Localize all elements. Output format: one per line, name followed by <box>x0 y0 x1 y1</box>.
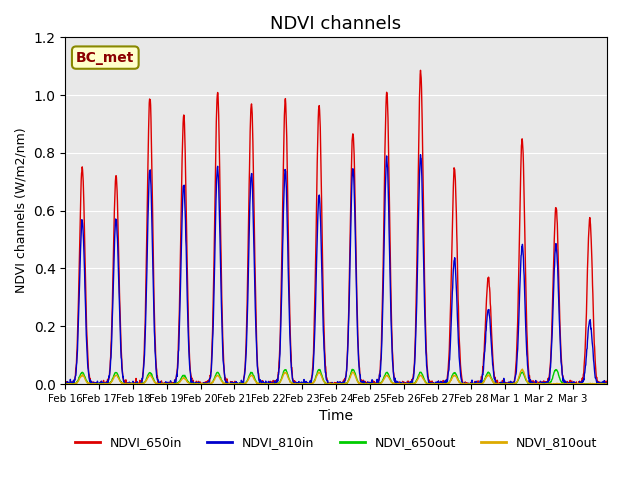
NDVI_650in <box>72 365 79 371</box>
NDVI_810out <box>61 381 69 387</box>
NDVI_810out <box>603 381 611 387</box>
NDVI_650out <box>339 381 346 387</box>
NDVI_650out <box>603 381 611 387</box>
NDVI_650in <box>339 379 346 385</box>
NDVI_810in <box>158 381 166 387</box>
NDVI_810out <box>159 381 166 387</box>
NDVI_810out <box>518 366 526 372</box>
NDVI_810out <box>72 381 79 387</box>
NDVI_650out <box>569 381 577 387</box>
Title: NDVI channels: NDVI channels <box>271 15 401 33</box>
NDVI_650in <box>61 381 69 386</box>
NDVI_810out <box>435 381 443 386</box>
NDVI_650out <box>63 381 70 387</box>
Line: NDVI_810out: NDVI_810out <box>65 369 607 384</box>
NDVI_650in <box>569 380 577 385</box>
Line: NDVI_650out: NDVI_650out <box>65 370 607 384</box>
NDVI_810in <box>307 378 314 384</box>
NDVI_650in <box>159 380 166 386</box>
NDVI_650out <box>435 381 443 387</box>
NDVI_810in <box>603 381 611 386</box>
NDVI_650in <box>417 67 424 73</box>
NDVI_810out <box>569 381 577 387</box>
NDVI_650in <box>62 381 70 387</box>
NDVI_810out <box>307 381 314 387</box>
NDVI_650in <box>603 381 611 387</box>
NDVI_810in <box>61 381 69 387</box>
Line: NDVI_810in: NDVI_810in <box>65 155 607 384</box>
NDVI_650out <box>307 381 314 387</box>
NDVI_810in <box>339 381 346 386</box>
NDVI_810out <box>62 381 70 387</box>
NDVI_810in <box>72 373 79 379</box>
Text: BC_met: BC_met <box>76 50 134 65</box>
Line: NDVI_650in: NDVI_650in <box>65 70 607 384</box>
NDVI_810in <box>417 152 424 157</box>
Y-axis label: NDVI channels (W/m2/nm): NDVI channels (W/m2/nm) <box>15 128 28 293</box>
NDVI_650out <box>72 381 79 387</box>
X-axis label: Time: Time <box>319 409 353 423</box>
NDVI_650out <box>159 381 166 387</box>
Legend: NDVI_650in, NDVI_810in, NDVI_650out, NDVI_810out: NDVI_650in, NDVI_810in, NDVI_650out, NDV… <box>70 431 602 454</box>
NDVI_810in <box>435 380 443 385</box>
NDVI_650out <box>61 381 69 387</box>
NDVI_810in <box>568 380 576 386</box>
NDVI_810out <box>339 381 346 387</box>
NDVI_650in <box>435 380 443 385</box>
NDVI_650out <box>348 367 356 372</box>
NDVI_650in <box>307 379 314 385</box>
